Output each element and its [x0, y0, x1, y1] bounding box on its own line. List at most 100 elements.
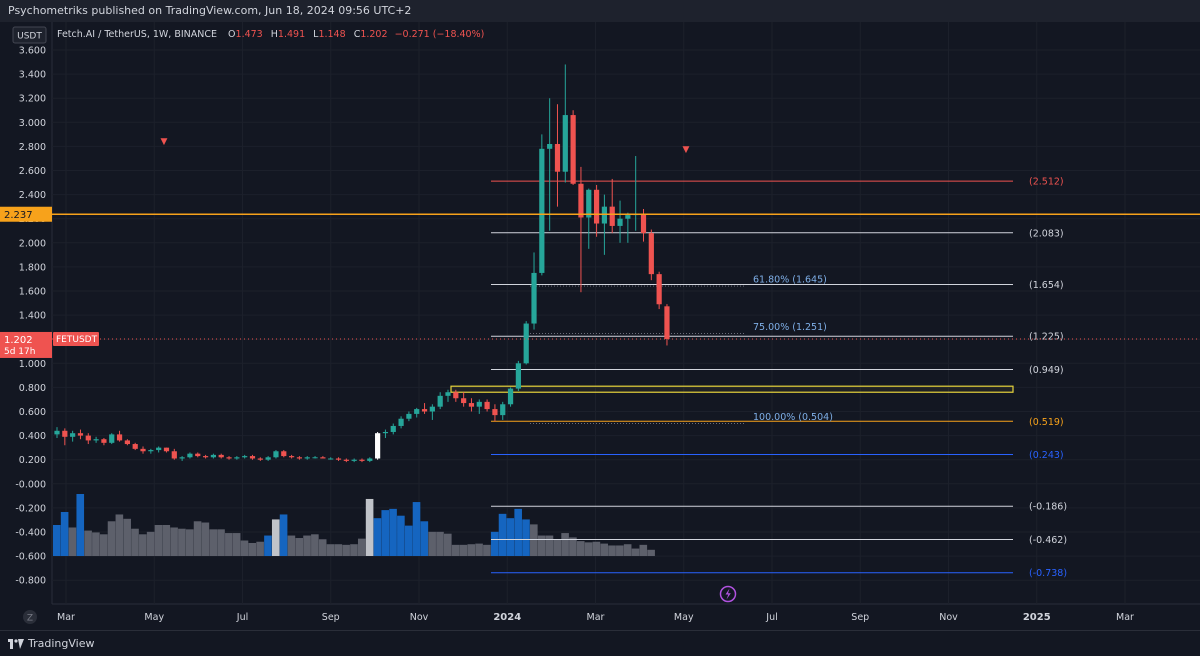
retracement-label: 75.00% (1.251) — [753, 322, 827, 333]
x-tick-label: Nov — [410, 612, 429, 623]
candle — [547, 98, 553, 231]
volume-bar — [436, 531, 444, 556]
y-tick-label: 0.200 — [19, 455, 46, 466]
candle — [93, 436, 99, 443]
x-tick-label: May — [674, 612, 694, 623]
fib-extension[interactable]: (2.512) (2.083) (1.654) (1.225) (0.949) (0.51… — [491, 177, 1067, 580]
candle — [367, 457, 373, 463]
volume-bar — [428, 531, 436, 556]
candle — [421, 403, 428, 414]
volume-bar — [459, 544, 468, 556]
retracement-label: 100.00% (0.504) — [753, 412, 833, 423]
x-tick-label: Mar — [587, 612, 605, 623]
timezone-button[interactable]: Z — [23, 610, 37, 624]
candle — [476, 399, 482, 414]
candle — [500, 401, 506, 420]
y-tick-label: -0.600 — [15, 552, 46, 563]
volume-bar — [146, 531, 155, 556]
fib-level-label: (1.654) — [1029, 280, 1064, 291]
countdown-label: 5d 17h — [4, 347, 35, 357]
candle — [265, 456, 271, 461]
y-tick-label: 1.000 — [19, 359, 46, 370]
volume-bar — [522, 519, 530, 556]
y-tick-label: 3.000 — [19, 118, 46, 129]
candle — [101, 438, 107, 446]
candle — [85, 433, 91, 445]
volume-bar — [475, 543, 483, 556]
legend-h-value: 1.491 — [278, 29, 305, 40]
candle — [656, 271, 662, 310]
volume-bar — [53, 525, 61, 556]
candle — [132, 442, 138, 451]
y-tick-label: -0.200 — [15, 503, 46, 514]
y-tick-label: 2.600 — [19, 166, 46, 177]
volume-bar — [60, 511, 69, 556]
candle — [648, 229, 654, 281]
volume-bar — [467, 544, 476, 556]
volume-bar — [162, 525, 171, 556]
candle — [468, 398, 475, 412]
price-chart[interactable]: 3.6003.4003.2003.0002.8002.6002.4002.200… — [0, 22, 1200, 630]
volume-bar — [483, 544, 491, 556]
candle — [531, 252, 537, 330]
volume-bar — [256, 541, 264, 556]
x-tick-label: Sep — [851, 612, 869, 623]
tradingview-logo-icon — [8, 639, 24, 649]
volume-bar — [303, 535, 311, 556]
volume-bar — [404, 525, 413, 556]
volume-bar — [68, 527, 77, 556]
down-arrow-marker: ▼ — [161, 137, 168, 147]
candle — [593, 184, 600, 237]
volume-bar — [334, 544, 343, 556]
candle — [163, 447, 170, 453]
volume-bar — [115, 514, 124, 556]
publish-line: Psychometriks published on TradingView.c… — [8, 4, 412, 17]
candle — [77, 429, 84, 440]
candle — [398, 416, 404, 429]
fib-level-label: (0.519) — [1029, 417, 1064, 428]
volume-bar — [444, 533, 452, 556]
candle — [414, 407, 420, 418]
y-tick-label: 3.600 — [19, 46, 46, 57]
candle — [390, 423, 396, 435]
currency-badge[interactable]: USDT — [12, 26, 47, 44]
fib-level-label: (2.083) — [1029, 228, 1064, 239]
retracement-label: 61.80% (1.645) — [753, 275, 827, 286]
candle — [484, 399, 490, 412]
x-tick-label: Nov — [939, 612, 958, 623]
candle — [609, 178, 615, 234]
candle — [539, 134, 545, 276]
x-tick-label: Jul — [236, 612, 248, 623]
legend-symbol: Fetch.AI / TetherUS, 1W, BINANCE — [57, 29, 217, 40]
candle — [492, 404, 498, 422]
volume-bar — [545, 535, 554, 556]
fib-level-label: (2.512) — [1029, 177, 1064, 188]
volume-bar — [139, 534, 147, 556]
y-tick-label: 2.000 — [19, 238, 46, 249]
candle — [70, 430, 76, 442]
volume-bar — [217, 529, 225, 556]
volume-bar — [170, 527, 178, 556]
candle — [195, 452, 201, 458]
support-zone[interactable] — [450, 385, 1014, 393]
candle — [62, 428, 68, 446]
volume-bar — [537, 535, 546, 556]
fib-level-label: (-0.462) — [1029, 535, 1067, 546]
candle — [273, 450, 279, 459]
fib-level-label: (-0.738) — [1029, 568, 1067, 579]
volume-bar — [84, 530, 92, 556]
candle — [578, 166, 584, 293]
fib-level-label: (1.225) — [1029, 332, 1064, 343]
svg-text:Z: Z — [27, 614, 33, 624]
zone-rectangle[interactable] — [450, 385, 1014, 393]
y-tick-label: 1.400 — [19, 311, 46, 322]
y-tick-label: -0.400 — [15, 528, 46, 539]
candle — [171, 448, 177, 460]
volume-bar — [295, 538, 304, 556]
candle — [289, 454, 295, 459]
fib-level-label: (0.949) — [1029, 365, 1064, 376]
legend-l-label: L — [313, 29, 319, 40]
lightning-icon[interactable] — [719, 585, 737, 603]
volume-bar — [279, 514, 288, 556]
y-tick-label: -0.800 — [15, 576, 46, 587]
